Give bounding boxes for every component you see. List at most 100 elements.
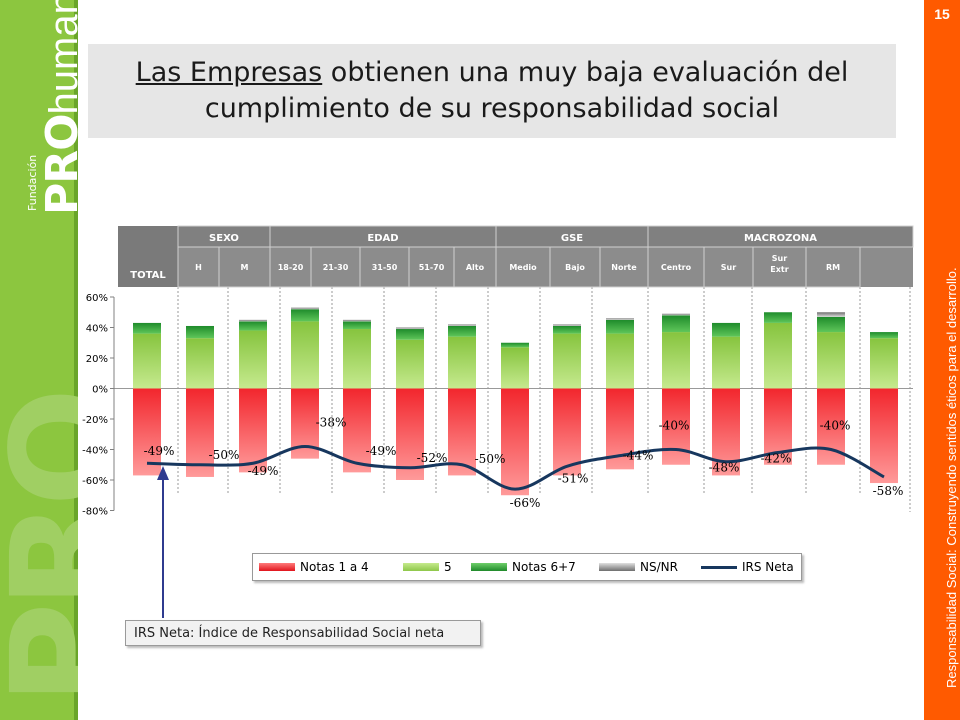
page-title: Las Empresas obtienen una muy baja evalu…: [136, 55, 849, 127]
bar-notas-6-7: [817, 316, 845, 333]
bar-nota-5: [343, 329, 371, 389]
bar-ns-nr: [553, 324, 581, 326]
header-column-label: Sur: [772, 254, 787, 263]
irs-data-label: -49%: [248, 464, 279, 478]
header-column-cell: [269, 246, 312, 288]
irs-definition-note: IRS Neta: Índice de Responsabilidad Soci…: [125, 620, 481, 646]
header-column-label: Bajo: [565, 263, 585, 272]
header-column-label: Extr: [770, 265, 788, 274]
bar-ns-nr: [448, 324, 476, 326]
legend-swatch-line: [701, 565, 737, 569]
bar-nota-5: [870, 338, 898, 389]
legend-swatch-red: [259, 563, 295, 571]
legend-swatch-light-green: [403, 563, 439, 571]
bar-ns-nr: [343, 319, 371, 322]
header-column-label: Alto: [466, 263, 485, 272]
bar-notas-6-7: [186, 325, 214, 339]
irs-data-label: -50%: [475, 452, 506, 466]
title-box: Las Empresas obtienen una muy baja evalu…: [88, 44, 896, 138]
bar-notas-1-4: [186, 388, 214, 477]
bar-nota-5: [712, 336, 740, 389]
bar-nota-5: [239, 330, 267, 389]
header-column-cell: [752, 246, 807, 288]
y-tick-label: 60%: [86, 293, 108, 304]
bar-notas-6-7: [870, 332, 898, 339]
title-line1-rest: obtienen una muy baja evaluación del: [322, 57, 849, 88]
header-column-label: 21-30: [323, 263, 349, 272]
irs-data-label: -50%: [209, 448, 240, 462]
bar-notas-6-7: [343, 321, 371, 330]
header-column-cell: [805, 246, 861, 288]
legend-item-notas-1-4: Notas 1 a 4: [259, 560, 369, 574]
header-column-cell: [408, 246, 455, 288]
y-tick-label: 20%: [86, 354, 108, 365]
irs-data-label: -66%: [510, 496, 541, 510]
legend-item-5: 5: [403, 560, 452, 574]
irs-neta-line: [146, 444, 885, 491]
bar-notas-6-7: [396, 329, 424, 340]
irs-data-label: -52%: [417, 451, 448, 465]
bar-nota-5: [396, 339, 424, 389]
legend-label: IRS Neta: [742, 560, 794, 574]
bar-notas-1-4: [343, 388, 371, 473]
page-number: 15: [934, 6, 950, 22]
y-tick-label: 40%: [86, 324, 108, 335]
bar-nota-5: [606, 333, 634, 389]
header-column-label: Sur: [721, 263, 736, 272]
header-column-cell: [599, 246, 649, 288]
irs-data-label: -58%: [873, 484, 904, 498]
bar-nota-5: [764, 322, 792, 389]
irs-data-label: -38%: [316, 415, 347, 429]
title-underlined: Las Empresas: [135, 57, 323, 88]
bar-nota-5: [186, 338, 214, 389]
header-column-label: 18-20: [278, 263, 304, 272]
y-tick-label: -60%: [82, 476, 108, 487]
bar-ns-nr: [239, 319, 267, 322]
header-column-label: 31-50: [372, 263, 398, 272]
bar-nota-5: [291, 321, 319, 389]
note-arrow-head: [157, 466, 169, 480]
y-tick-label: 0%: [92, 385, 108, 396]
bar-notas-6-7: [553, 325, 581, 334]
irs-data-label: -40%: [659, 419, 690, 433]
bar-nota-5: [133, 333, 161, 389]
bar-notas-1-4: [133, 388, 161, 476]
title-line2: cumplimiento de su responsabilidad socia…: [204, 93, 780, 124]
y-tick-label: -20%: [82, 415, 108, 426]
header-column-cell: [310, 246, 361, 288]
irs-data-label: -42%: [761, 452, 792, 466]
bar-nota-5: [817, 332, 845, 389]
bar-nota-5: [553, 333, 581, 389]
bar-ns-nr: [606, 318, 634, 320]
irs-data-label: -49%: [144, 444, 175, 458]
header-column-label: M: [241, 263, 249, 272]
bar-notas-6-7: [448, 325, 476, 337]
header-column-cell: [453, 246, 497, 288]
legend-label: Notas 6+7: [512, 560, 576, 574]
legend-label: 5: [444, 560, 452, 574]
bar-notas-6-7: [133, 322, 161, 334]
header-column-label: RM: [826, 263, 840, 272]
legend-label: Notas 1 a 4: [300, 560, 369, 574]
right-accent-bar: 15: [924, 0, 960, 720]
header-column-label: Medio: [509, 263, 537, 272]
header-group-label: MACROZONA: [744, 233, 817, 244]
bar-nota-5: [662, 332, 690, 389]
header-column-label: Centro: [661, 263, 692, 272]
bar-notas-6-7: [712, 322, 740, 337]
y-tick-label: -80%: [82, 507, 108, 518]
legend-item-irs-neta: IRS Neta: [701, 560, 794, 574]
header-column-cell: [177, 246, 220, 288]
header-column-cell: [703, 246, 754, 288]
bar-notas-1-4: [870, 388, 898, 484]
legend-swatch-gray: [599, 563, 635, 571]
irs-data-label: -49%: [366, 444, 397, 458]
header-total-label: TOTAL: [130, 270, 166, 281]
irs-data-label: -51%: [558, 471, 589, 485]
irs-data-label: -44%: [623, 449, 654, 463]
legend-swatch-dark-green: [471, 563, 507, 571]
irs-data-label: -40%: [820, 419, 851, 433]
chart-legend: Notas 1 a 4 5 Notas 6+7 NS/NR IRS Neta: [252, 553, 802, 581]
bar-notas-1-4: [239, 388, 267, 473]
